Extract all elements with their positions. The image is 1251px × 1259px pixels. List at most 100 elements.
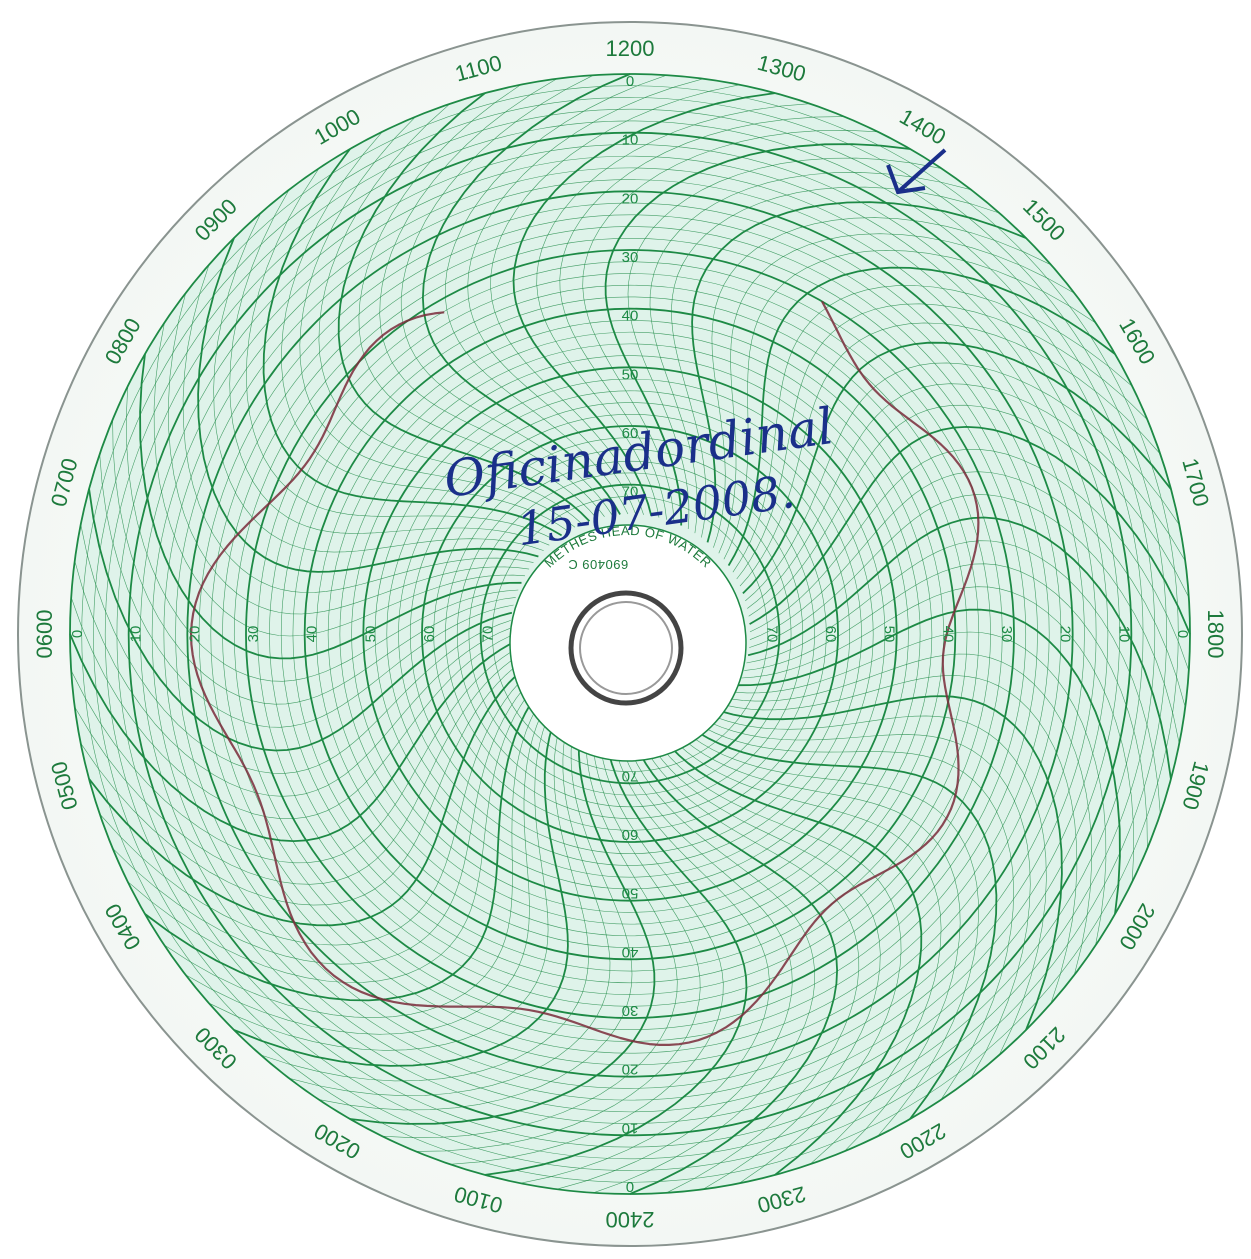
minor-ring	[210, 214, 1050, 1054]
minor-ring	[140, 144, 1120, 1124]
arrow-mark-icon	[886, 148, 947, 195]
grid-lines	[69, 73, 1191, 1195]
minor-time-arc	[467, 78, 704, 515]
minor-time-arc	[716, 715, 1047, 1056]
minor-time-arc	[736, 303, 1148, 580]
scale-label: 50	[622, 366, 639, 383]
scale-label: 50	[622, 885, 639, 902]
minor-time-arc	[749, 494, 1180, 744]
minor-time-arc	[318, 103, 583, 525]
scale-label: 40	[622, 943, 639, 960]
hour-arc	[421, 73, 631, 515]
minor-time-arc	[749, 471, 1186, 708]
scale-label: 10	[622, 1119, 639, 1136]
hour-arc	[721, 695, 1063, 1031]
minor-time-arc	[536, 103, 811, 518]
minor-ring	[327, 331, 933, 937]
minor-time-arc	[718, 233, 1075, 554]
hour-label: 2400	[606, 1207, 655, 1232]
major-ring	[303, 307, 957, 961]
hour-arc	[144, 701, 533, 1002]
minor-ring	[433, 437, 827, 831]
minor-ring	[339, 343, 921, 925]
scale-label: 60	[622, 826, 639, 843]
minor-time-arc	[730, 653, 1092, 975]
minor-time-arc	[99, 681, 521, 946]
minor-time-arc	[125, 386, 519, 682]
minor-ring	[492, 496, 768, 772]
minor-ring	[175, 179, 1085, 1089]
scale-label: 40	[304, 626, 321, 643]
minor-ring	[292, 296, 968, 972]
hour-arc	[512, 92, 776, 517]
minor-time-arc	[70, 651, 512, 864]
minor-ring	[316, 320, 944, 948]
minor-time-arc	[164, 708, 537, 1019]
scale-label: 50	[881, 626, 898, 643]
major-ring	[127, 131, 1133, 1137]
minor-ring	[81, 85, 1179, 1183]
scale-label: 70	[622, 767, 639, 784]
hour-arc	[337, 92, 591, 522]
minor-time-arc	[490, 84, 740, 515]
scale-label: 60	[421, 626, 438, 643]
major-ring	[421, 425, 839, 843]
minor-time-arc	[379, 78, 605, 517]
minor-time-arc	[671, 186, 1000, 538]
minor-time-arc	[711, 217, 1052, 548]
minor-time-arc	[593, 753, 816, 1194]
hour-arc	[669, 746, 923, 1176]
minor-time-arc	[112, 688, 524, 965]
hour-arc	[69, 633, 511, 843]
hour-arc	[88, 488, 513, 752]
hour-arc	[139, 353, 522, 660]
minor-time-arc	[444, 74, 667, 515]
scale-label: 0	[626, 1178, 634, 1195]
hour-arc	[197, 237, 539, 573]
hour-arc	[604, 143, 911, 526]
major-ring	[245, 249, 1015, 1019]
minor-time-arc	[662, 749, 902, 1184]
minor-time-arc	[710, 722, 1031, 1079]
scale-label: 70	[480, 626, 497, 643]
minor-ring	[257, 261, 1003, 1007]
scale-label: 20	[622, 190, 639, 207]
hour-label: 1200	[606, 36, 655, 61]
minor-ring	[280, 284, 980, 984]
minor-time-arc	[739, 322, 1161, 587]
minor-ring	[351, 355, 909, 913]
scale-label: 60	[822, 626, 839, 643]
minor-time-arc	[449, 750, 724, 1165]
minor-time-arc	[299, 116, 576, 528]
center-code: 690409 C	[568, 557, 628, 572]
minor-time-arc	[726, 675, 1078, 1004]
minor-time-arc	[746, 540, 1161, 815]
hour-arc	[749, 425, 1191, 635]
scale-label: 40	[622, 308, 639, 325]
minor-time-arc	[318, 738, 633, 1111]
scale-label: 30	[622, 249, 639, 266]
minor-ring	[409, 413, 851, 855]
minor-time-arc	[260, 730, 589, 1082]
minor-ring	[386, 390, 874, 878]
hour-arc	[742, 341, 1172, 595]
minor-time-arc	[704, 727, 1015, 1100]
scale-label: 30	[998, 626, 1015, 643]
minor-time-arc	[741, 586, 1135, 882]
minor-time-arc	[400, 74, 613, 516]
scale-label: 10	[128, 626, 145, 643]
hour-arc	[747, 516, 1172, 780]
minor-time-arc	[74, 659, 513, 885]
scale-label: 50	[362, 626, 379, 643]
recorded-trace-line	[190, 300, 980, 1047]
minor-time-arc	[734, 631, 1107, 946]
hour-arc	[233, 725, 569, 1067]
minor-ring	[398, 402, 862, 866]
minor-time-arc	[520, 753, 770, 1184]
hour-label: 1800	[1203, 610, 1228, 659]
minor-time-arc	[649, 172, 971, 534]
minor-time-arc	[691, 736, 979, 1137]
scale-label: 0	[69, 630, 86, 638]
minor-ring	[93, 97, 1167, 1171]
